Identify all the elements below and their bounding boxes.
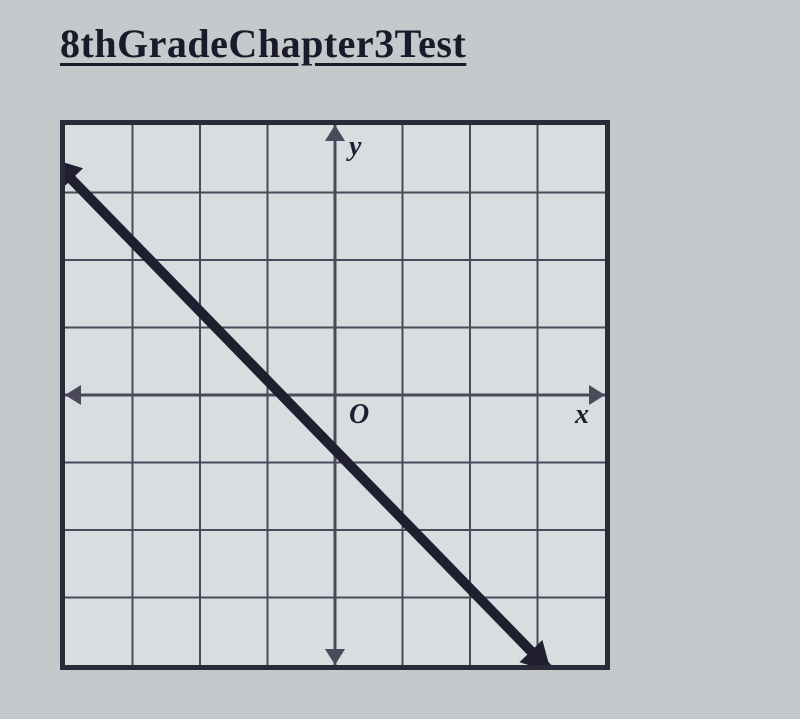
origin-label: O [349,399,369,430]
page-title: 8thGradeChapter3Test [60,20,466,67]
coordinate-graph: y x O [60,120,610,670]
x-axis-label: x [574,399,589,430]
graph-svg: y x O [65,125,605,665]
y-axis-label: y [346,131,362,162]
